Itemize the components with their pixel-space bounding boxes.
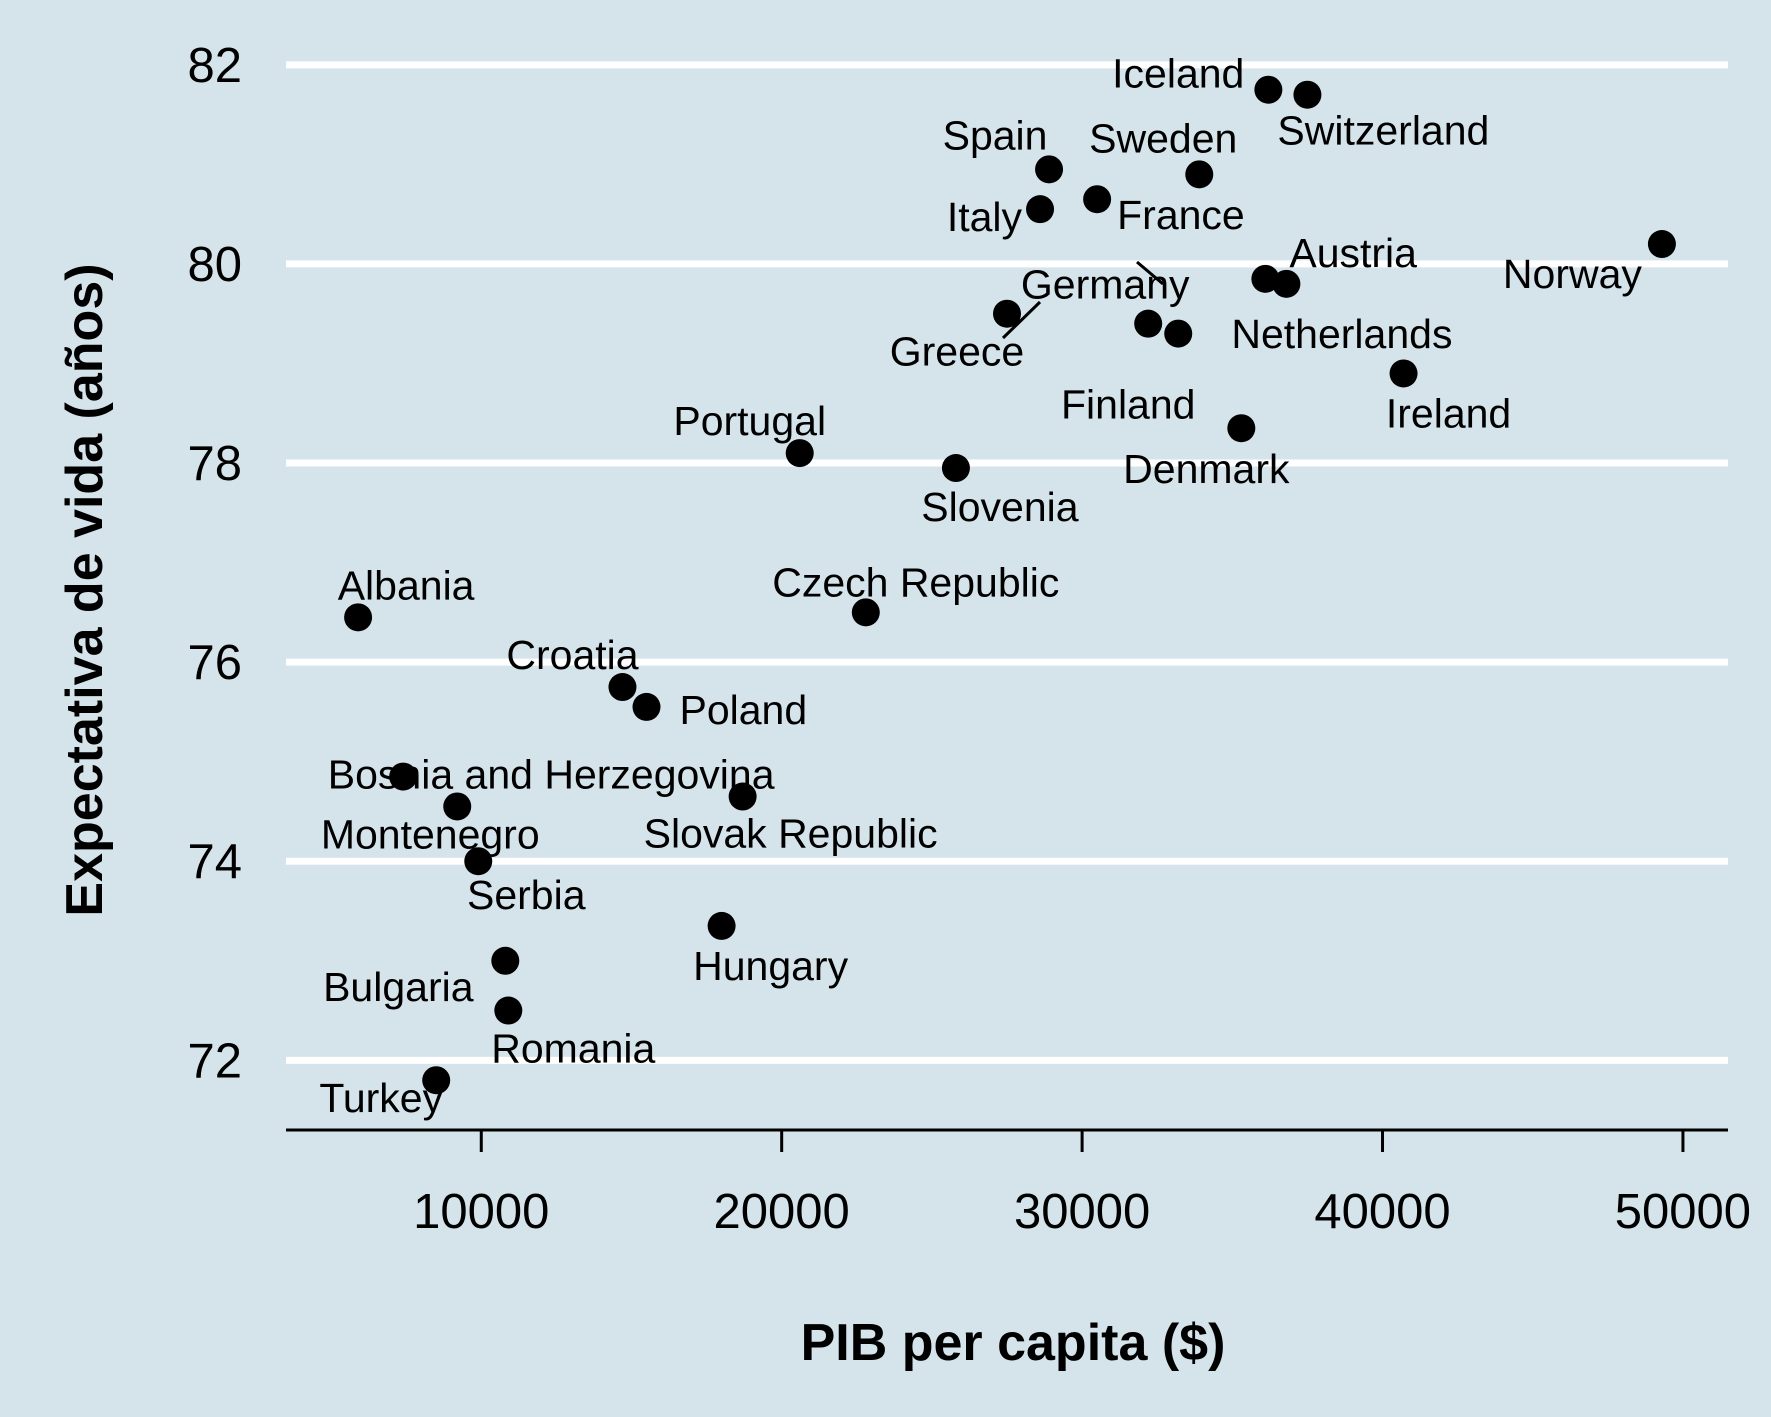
point-france [1083,185,1112,214]
point-bulgaria [491,946,520,975]
point-austria [1251,264,1280,293]
y-tick-label: 72 [187,1034,242,1088]
label-greece: Greece [890,329,1024,375]
label-austria: Austria [1289,230,1417,276]
point-switzerland [1293,80,1322,109]
connector-finland [1001,300,1042,340]
point-germany [1134,309,1163,338]
label-switzerland: Switzerland [1277,108,1489,154]
label-bulgaria: Bulgaria [323,964,474,1010]
label-connectors [1001,260,1164,340]
label-turkey: Turkey [319,1075,443,1121]
label-germany: Germany [1021,262,1190,308]
y-tick-label: 78 [187,437,242,491]
label-albania: Albania [338,562,475,608]
y-tick-label: 80 [187,238,242,292]
point-turkey [422,1066,451,1095]
label-croatia: Croatia [506,632,638,678]
point-serbia [464,847,493,876]
point-romania [494,996,523,1025]
y-tick-label: 82 [187,39,242,93]
point-italy [1026,195,1055,224]
x-tick-label: 40000 [1314,1185,1450,1239]
label-bosnia-and-herzegovina: Bosnia and Herzegovina [328,752,775,798]
point-poland [632,692,661,721]
label-norway: Norway [1503,251,1642,297]
label-denmark: Denmark [1123,446,1290,492]
x-axis-title: PIB per capita ($) [801,1314,1226,1372]
label-sweden: Sweden [1089,115,1237,161]
label-france: France [1117,192,1245,238]
y-axis-title: Expectativa de vida (años) [56,263,114,916]
point-albania [344,603,373,632]
x-tick-label: 50000 [1615,1185,1751,1239]
label-montenegro: Montenegro [321,811,540,857]
label-czech-republic: Czech Republic [772,559,1059,605]
y-tick-label: 76 [187,636,242,690]
point-czech-republic [851,598,880,627]
point-netherlands [1272,269,1301,298]
label-portugal: Portugal [673,398,826,444]
point-slovenia [941,454,970,483]
label-iceland: Iceland [1112,51,1244,97]
label-hungary: Hungary [693,943,848,989]
x-tick-label: 30000 [1014,1185,1150,1239]
label-poland: Poland [680,687,808,733]
label-slovak-republic: Slovak Republic [644,811,938,857]
label-ireland: Ireland [1386,390,1511,436]
x-tick-label: 20000 [714,1185,850,1239]
data-points [344,75,1676,1095]
point-croatia [608,673,637,702]
x-axis: 10000 20000 30000 40000 50000 [286,1128,1751,1239]
point-labels: Iceland Switzerland Spain Sweden Italy France… [319,51,1642,1121]
x-tick-label: 10000 [413,1185,549,1239]
label-romania: Romania [491,1026,655,1072]
point-slovak-republic [728,782,757,811]
point-denmark [1227,414,1256,443]
label-spain: Spain [943,112,1048,158]
label-netherlands: Netherlands [1231,311,1452,357]
point-greece [993,299,1021,328]
label-finland: Finland [1061,382,1195,428]
label-italy: Italy [947,194,1023,240]
connector-netherlands [1136,260,1164,286]
point-montenegro [443,792,472,821]
point-portugal [785,439,814,468]
grid-lines [286,61,1728,1064]
point-iceland [1254,75,1283,104]
point-spain [1035,155,1064,184]
point-bosnia-and-herzegovina [389,762,418,791]
y-axis: 72 74 76 78 80 82 [187,39,242,1088]
y-tick-label: 74 [187,835,242,889]
point-sweden [1185,160,1214,189]
point-hungary [707,911,736,940]
point-ireland [1389,359,1418,388]
point-finland [1164,319,1193,348]
point-norway [1647,230,1676,259]
label-serbia: Serbia [467,872,586,918]
label-slovenia: Slovenia [921,484,1078,530]
